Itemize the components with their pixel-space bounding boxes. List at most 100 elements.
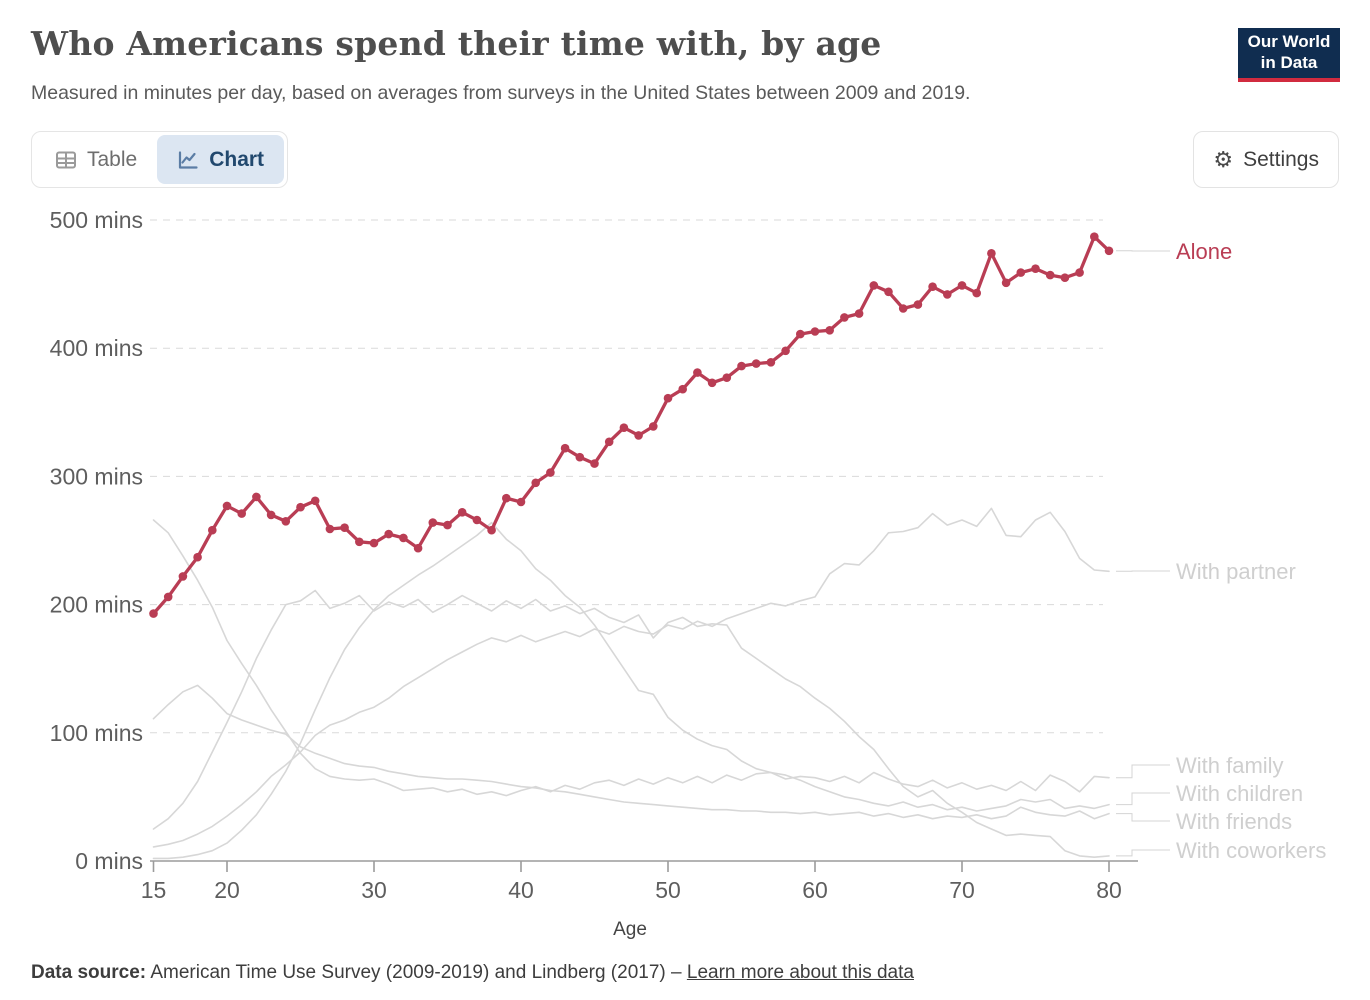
data-point-alone[interactable]	[369, 538, 379, 548]
data-point-alone[interactable]	[854, 309, 864, 318]
settings-button-label: Settings	[1243, 147, 1319, 171]
data-point-alone[interactable]	[619, 423, 629, 432]
y-axis-tick-label: 200 mins	[50, 592, 143, 618]
data-point-alone[interactable]	[649, 422, 658, 431]
data-point-alone[interactable]	[796, 329, 805, 339]
data-point-alone[interactable]	[707, 378, 717, 388]
data-point-alone[interactable]	[325, 524, 335, 534]
data-point-alone[interactable]	[516, 497, 526, 507]
time-use-line-chart[interactable]: 0 mins 100 mins 200 mins 300 mins 400 mins 50…	[0, 195, 1370, 960]
data-point-alone[interactable]	[193, 552, 202, 562]
data-point-alone[interactable]	[355, 537, 364, 547]
data-point-alone[interactable]	[208, 525, 217, 535]
data-point-alone[interactable]	[252, 492, 261, 502]
data-point-alone[interactable]	[869, 281, 879, 290]
data-point-alone[interactable]	[310, 496, 320, 506]
data-point-alone[interactable]	[810, 327, 820, 336]
series-line-alone[interactable]	[151, 235, 1111, 616]
data-point-alone[interactable]	[751, 359, 761, 368]
data-point-alone[interactable]	[1031, 264, 1040, 273]
data-point-alone[interactable]	[1001, 278, 1011, 288]
data-point-alone[interactable]	[457, 508, 467, 517]
data-point-alone[interactable]	[1060, 273, 1070, 282]
data-point-alone[interactable]	[913, 300, 923, 309]
data-point-alone[interactable]	[443, 520, 452, 530]
owid-logo[interactable]: Our World in Data	[1238, 28, 1340, 82]
data-point-alone[interactable]	[266, 510, 276, 520]
data-point-alone[interactable]	[237, 509, 246, 518]
data-point-alone[interactable]	[502, 493, 511, 503]
data-point-alone[interactable]	[781, 346, 790, 356]
data-point-alone[interactable]	[296, 502, 305, 512]
series-label-with-partner[interactable]: With partner	[1176, 559, 1296, 584]
data-point-alone[interactable]	[1045, 270, 1055, 280]
series-line-with-family[interactable]	[152, 519, 1110, 797]
data-point-alone[interactable]	[590, 459, 599, 468]
data-point-alone[interactable]	[384, 529, 394, 539]
data-point-alone[interactable]	[766, 358, 776, 367]
owid-logo-line2: in Data	[1260, 53, 1318, 72]
data-point-alone[interactable]	[487, 525, 496, 535]
data-point-alone[interactable]	[531, 478, 540, 488]
label-leader-line-with-friends	[1116, 813, 1170, 822]
data-point-alone[interactable]	[663, 393, 673, 403]
data-point-alone[interactable]	[884, 287, 893, 297]
y-axis-tick-label: 400 mins	[50, 335, 143, 361]
data-point-alone[interactable]	[678, 384, 687, 394]
x-axis-tick-label: 50	[655, 877, 681, 903]
series-line-with-children[interactable]	[152, 521, 1110, 860]
data-point-alone[interactable]	[722, 373, 732, 382]
data-point-alone[interactable]	[1016, 268, 1026, 277]
data-point-alone[interactable]	[472, 515, 482, 525]
data-point-alone[interactable]	[1075, 268, 1084, 277]
data-point-alone[interactable]	[943, 290, 952, 299]
data-point-alone[interactable]	[1090, 232, 1099, 241]
separator-dash: –	[671, 962, 682, 983]
data-point-alone[interactable]	[163, 592, 173, 602]
data-point-alone[interactable]	[413, 543, 423, 553]
data-point-alone[interactable]	[281, 517, 291, 526]
data-point-alone[interactable]	[560, 443, 570, 453]
y-axis-tick-label: 300 mins	[50, 463, 143, 489]
data-point-alone[interactable]	[546, 468, 555, 477]
data-point-alone[interactable]	[693, 368, 702, 377]
owid-logo-line1: Our World	[1247, 32, 1331, 52]
series-label-with-family[interactable]: With family	[1176, 753, 1284, 778]
series-line-with-friends[interactable]	[152, 684, 1110, 820]
learn-more-link[interactable]: Learn more about this data	[686, 962, 914, 983]
gear-icon: ⚙	[1213, 146, 1234, 172]
tab-chart-label: Chart	[209, 147, 265, 171]
tab-table[interactable]: Table	[35, 135, 157, 184]
series-label-alone[interactable]: Alone	[1176, 239, 1232, 264]
data-point-alone[interactable]	[737, 361, 746, 371]
data-point-alone[interactable]	[428, 518, 438, 527]
data-point-alone[interactable]	[149, 609, 158, 618]
data-point-alone[interactable]	[604, 437, 614, 447]
data-point-alone[interactable]	[957, 281, 967, 290]
x-axis-title: Age	[613, 919, 647, 940]
data-point-alone[interactable]	[898, 304, 908, 313]
data-point-alone[interactable]	[840, 313, 849, 322]
series-label-with-children[interactable]: With children	[1176, 781, 1303, 806]
tab-table-label: Table	[87, 147, 138, 171]
data-point-alone[interactable]	[340, 523, 349, 532]
y-axis-tick-label: 500 mins	[50, 207, 143, 233]
table-grid-icon	[55, 149, 77, 171]
data-point-alone[interactable]	[399, 533, 408, 543]
tab-chart[interactable]: Chart	[157, 135, 285, 184]
data-point-alone[interactable]	[928, 282, 937, 291]
settings-button[interactable]: ⚙ Settings	[1193, 131, 1339, 188]
data-point-alone[interactable]	[575, 452, 585, 462]
series-line-with-coworkers[interactable]	[152, 589, 1110, 858]
series-label-with-friends[interactable]: With friends	[1176, 809, 1292, 834]
series-label-with-coworkers[interactable]: With coworkers	[1176, 838, 1326, 863]
y-axis-tick-label: 100 mins	[50, 720, 143, 746]
data-point-alone[interactable]	[1104, 246, 1114, 256]
series-line-with-partner[interactable]	[152, 507, 1110, 848]
data-point-alone[interactable]	[222, 501, 232, 511]
data-point-alone[interactable]	[178, 572, 188, 581]
data-point-alone[interactable]	[972, 288, 981, 298]
data-point-alone[interactable]	[825, 326, 834, 335]
data-point-alone[interactable]	[987, 249, 996, 258]
data-point-alone[interactable]	[634, 431, 643, 440]
